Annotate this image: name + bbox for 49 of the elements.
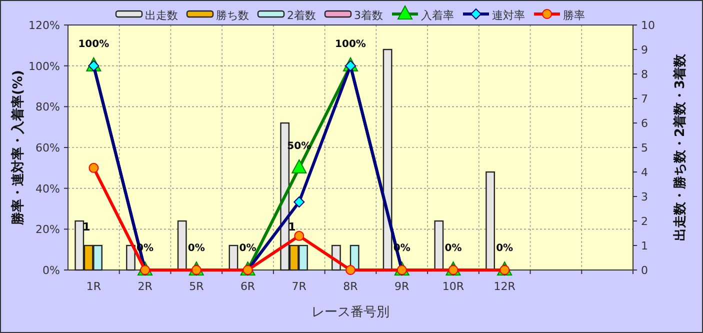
point: [294, 230, 304, 241]
legend-label: 勝ち数: [216, 9, 249, 22]
data-label: 0%: [444, 243, 462, 254]
data-label: 100%: [78, 38, 110, 50]
x-tick-label: 2R: [138, 280, 153, 293]
y-axis-title: 勝率・連対率・入着率(%): [10, 70, 26, 226]
legend-label: 出走数: [145, 9, 178, 22]
y-tick-label: 120%: [28, 19, 60, 32]
y2-tick-label: 9: [641, 44, 648, 56]
legend-label: 3着数: [354, 9, 383, 22]
legend-label: 勝率: [563, 9, 585, 22]
y2-tick-label: 5: [641, 142, 648, 154]
point: [88, 162, 99, 173]
legend-label: 連対率: [492, 9, 525, 22]
y2-tick-label: 2: [641, 215, 648, 228]
y2-tick-label: 6: [641, 117, 648, 130]
y2-tick-label: 7: [641, 92, 648, 106]
point: [294, 196, 305, 208]
y-tick-label: 80%: [36, 100, 60, 114]
x-tick-label: 6R: [240, 280, 256, 293]
x-axis-title: レース番号別: [312, 305, 390, 320]
y-tick-label: 0%: [42, 264, 60, 277]
data-label: 0%: [496, 243, 514, 254]
y-tick-label: 40%: [36, 182, 60, 196]
y2-tick-label: 10: [641, 19, 655, 32]
y2-tick-label: 8: [641, 68, 648, 81]
point: [292, 159, 307, 174]
x-tick-label: 10R: [442, 280, 464, 293]
y2-tick-label: 1: [641, 240, 648, 252]
x-tick-label: 9R: [394, 280, 410, 293]
point: [346, 265, 356, 275]
legend-label: 2着数: [287, 9, 316, 22]
y2-tick-label: 0: [641, 264, 648, 277]
y2-axis-title: 出走数・勝ち数・2着数・3着数: [672, 52, 688, 242]
x-tick-label: 8R: [343, 280, 358, 293]
y-tick-label: 20%: [36, 223, 60, 236]
bar: [126, 244, 136, 271]
x-tick-label: 12R: [494, 280, 516, 293]
legend-label: 入着率: [421, 9, 454, 22]
data-label: 0%: [239, 243, 256, 254]
x-tick-label: 5R: [189, 280, 204, 293]
y-tick-label: 100%: [28, 60, 60, 73]
y-tick-label: 60%: [36, 142, 60, 154]
x-tick-label: 1R: [86, 280, 102, 293]
data-label: 0%: [188, 243, 205, 254]
data-label: 100%: [335, 38, 366, 50]
y2-tick-label: 4: [641, 166, 648, 179]
x-tick-label: 7R: [292, 280, 307, 293]
y2-tick-label: 3: [641, 190, 648, 204]
